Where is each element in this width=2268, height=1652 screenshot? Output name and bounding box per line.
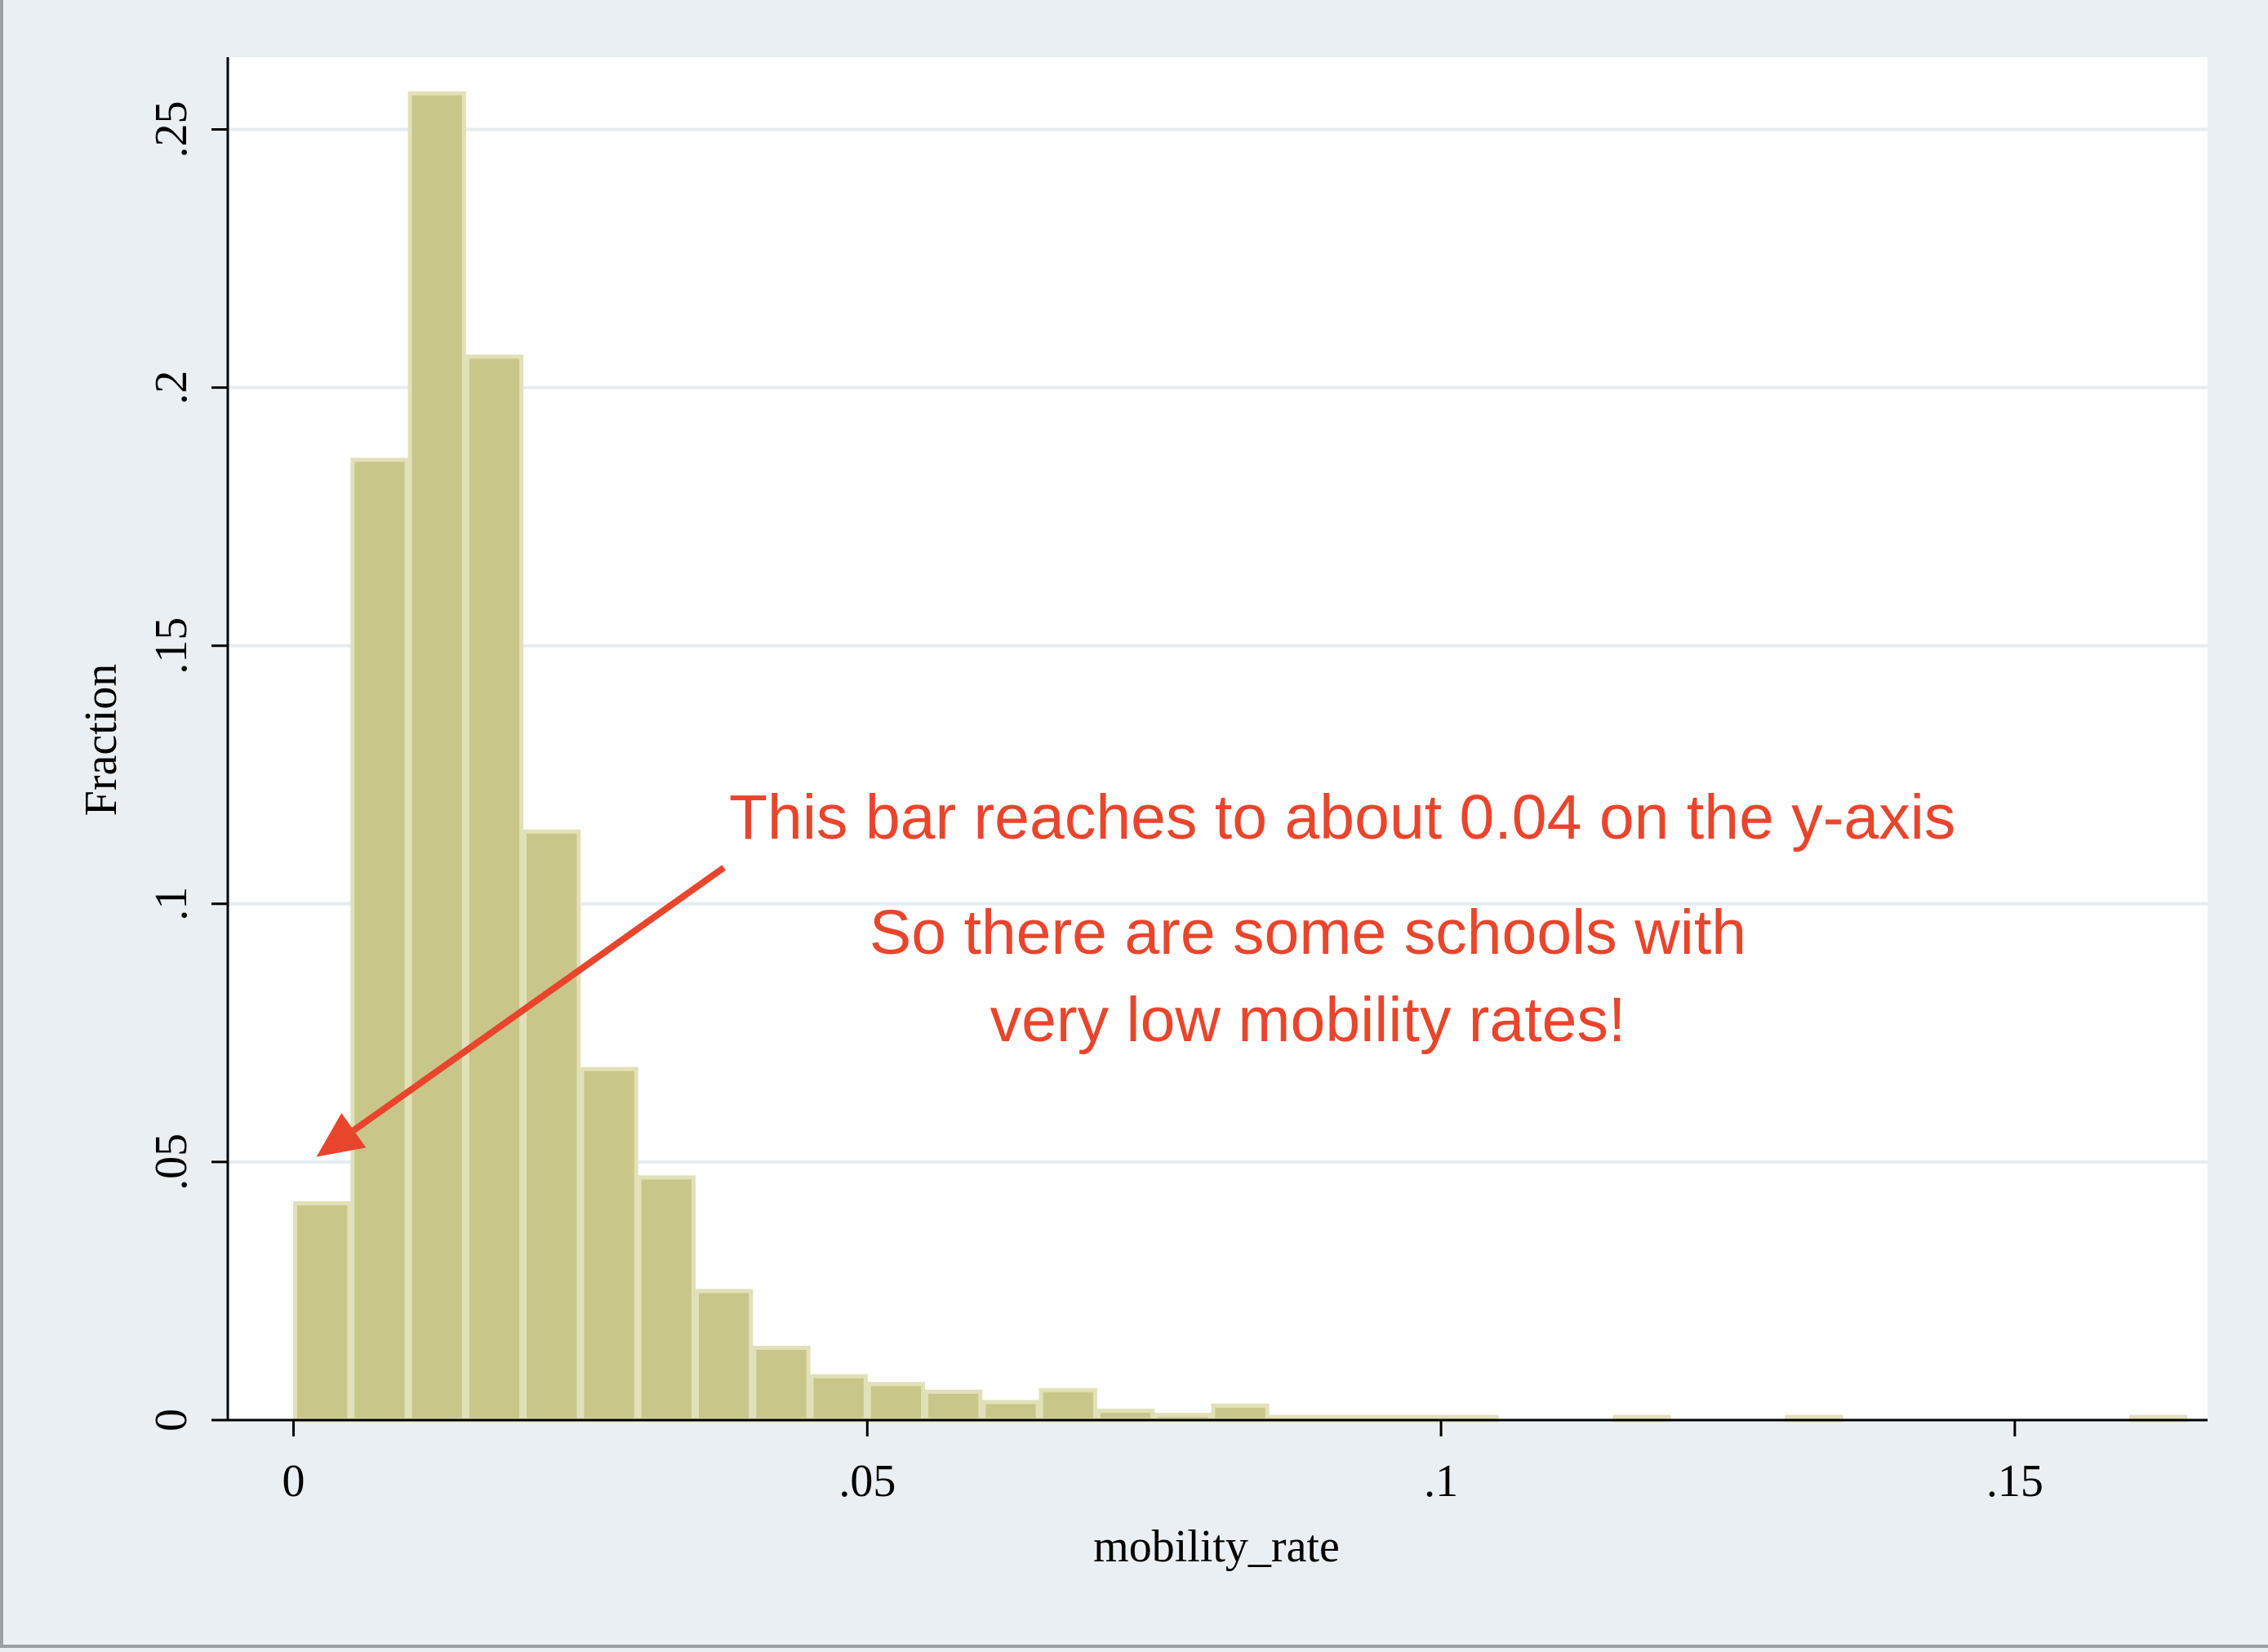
histogram-bar-0	[293, 1200, 352, 1423]
y-tick-label-0: 0	[146, 1409, 197, 1432]
histogram-bar-13	[1038, 1387, 1097, 1423]
annotation-arrow	[316, 865, 726, 1157]
y-ticks: 0 .05 .1 .15 .2 .25	[146, 101, 228, 1432]
histogram-bars	[293, 91, 2188, 1423]
annotations: This bar reaches to about 0.04 on the y-…	[729, 782, 1955, 1055]
y-tick-label-2: .1	[146, 887, 197, 921]
arrow-shaft	[352, 865, 726, 1133]
frame-edge-left	[0, 0, 3, 1648]
x-tick-label-1: .05	[838, 1456, 896, 1507]
y-axis-label: Fraction	[76, 664, 127, 817]
y-tick-label-3: .15	[146, 617, 197, 675]
histogram-bar-5	[580, 1066, 638, 1423]
arrow-head	[316, 1112, 367, 1157]
histogram-bar-10	[866, 1382, 926, 1423]
axes	[211, 57, 2208, 1422]
histogram-bar-9	[809, 1374, 868, 1423]
y-tick-label-1: .05	[146, 1133, 197, 1191]
histogram-bar-16	[1211, 1403, 1270, 1423]
annotation-line-3: very low mobility rates!	[990, 985, 1626, 1055]
y-tick-label-5: .25	[146, 101, 197, 158]
y-tick-label-4: .2	[146, 371, 197, 405]
histogram-bar-4	[523, 829, 581, 1423]
histogram-bar-1	[350, 457, 409, 1423]
frame-edge-bottom	[0, 1645, 2268, 1648]
histogram-bar-8	[752, 1345, 811, 1423]
histogram-bar-7	[694, 1289, 754, 1423]
annotation-line-1: This bar reaches to about 0.04 on the y-…	[729, 782, 1955, 853]
histogram-bar-6	[637, 1175, 696, 1423]
x-tick-label-2: .1	[1424, 1456, 1458, 1507]
x-ticks: 0 .05 .1 .15	[282, 1420, 2043, 1507]
histogram-bar-12	[981, 1400, 1040, 1423]
histogram-bar-11	[924, 1389, 983, 1423]
histogram-bar-2	[407, 91, 466, 1423]
x-axis-label: mobility_rate	[1093, 1521, 1340, 1572]
histogram-bar-3	[465, 354, 524, 1423]
x-tick-label-0: 0	[282, 1456, 305, 1507]
x-tick-label-3: .15	[1986, 1456, 2043, 1507]
annotation-line-2: So there are some schools with	[869, 897, 1746, 968]
histogram-bar-14	[1096, 1409, 1155, 1423]
